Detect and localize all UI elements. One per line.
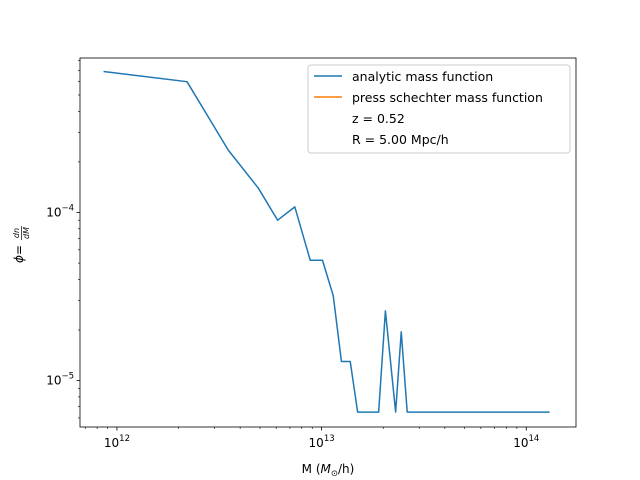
legend-label-radius: R = 5.00 Mpc/h <box>352 132 449 147</box>
x-tick-label: 1013 <box>309 434 335 450</box>
y-axis-label-phi: ϕ <box>12 255 26 263</box>
legend-label-press-schechter: press schechter mass function <box>352 90 543 105</box>
x-tick-label: 1012 <box>104 434 130 450</box>
legend-label-redshift: z = 0.52 <box>352 111 405 126</box>
y-axis-ticks: 10−5 10−4 <box>46 60 80 419</box>
x-axis-ticks: 1012 1013 1014 <box>84 427 539 450</box>
legend: analytic mass function press schechter m… <box>307 64 571 154</box>
axes-frame <box>79 57 577 428</box>
x-axis-label: M (M⊙/h) <box>302 462 355 479</box>
x-tick-label: 1014 <box>513 434 539 450</box>
plot-area: 1012 1013 1014 10−5 10−4 <box>46 57 577 450</box>
series-lines <box>103 70 550 413</box>
y-axis-label-denominator: dM <box>22 227 31 239</box>
legend-label-analytic: analytic mass function <box>352 69 493 84</box>
y-axis-label-numerator: dn <box>12 228 21 238</box>
y-tick-label: 10−4 <box>46 204 74 220</box>
y-axis-label-equals: = <box>12 245 26 255</box>
series-line-0 <box>103 70 550 413</box>
y-tick-label: 10−5 <box>46 372 74 388</box>
y-axis-label: ϕ = dn dM <box>12 226 31 263</box>
legend-box <box>307 64 571 154</box>
